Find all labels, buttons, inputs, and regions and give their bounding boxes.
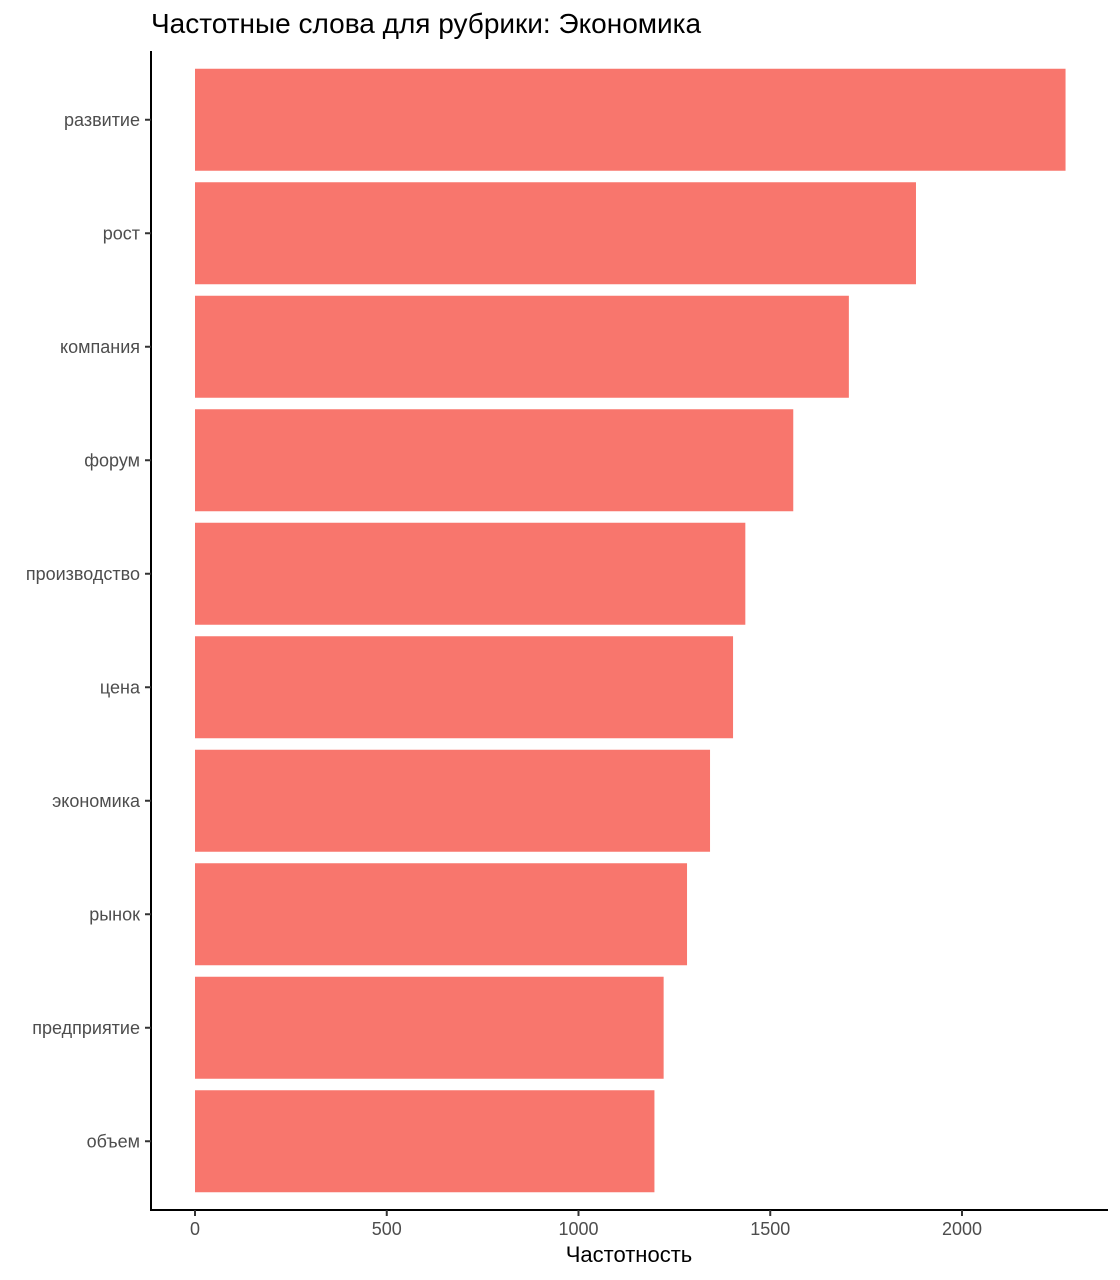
chart-title: Частотные слова для рубрики: Экономика <box>151 8 702 39</box>
y-tick-label: развитие <box>64 110 140 130</box>
y-tick-label: предприятие <box>32 1018 140 1038</box>
y-tick-label: форум <box>84 450 140 470</box>
x-tick-label: 2000 <box>942 1219 982 1239</box>
y-tick-label: рынок <box>89 904 140 924</box>
bar <box>195 522 746 625</box>
y-tick-label: объем <box>87 1131 140 1151</box>
bars-group <box>195 68 1066 1193</box>
y-tick-label: производство <box>26 564 140 584</box>
bar <box>195 409 794 512</box>
x-tick-label: 1000 <box>558 1219 598 1239</box>
bar <box>195 1090 655 1193</box>
y-tick-label: компания <box>60 337 140 357</box>
y-axis: развитие рост компания форум производство цен… <box>26 51 152 1210</box>
bar <box>195 295 849 398</box>
bar <box>195 68 1066 171</box>
x-tick-label: 1500 <box>750 1219 790 1239</box>
y-tick-label: цена <box>100 677 141 697</box>
x-axis-title: Частотность <box>566 1242 692 1267</box>
x-tick-label: 0 <box>190 1219 200 1239</box>
bar <box>195 863 688 966</box>
bar <box>195 636 734 739</box>
y-tick-label: экономика <box>52 791 141 811</box>
y-tick-label: рост <box>103 223 140 243</box>
x-tick-label: 500 <box>372 1219 402 1239</box>
x-axis: 0 500 1000 1500 2000 <box>150 1209 1108 1239</box>
bar <box>195 749 711 852</box>
bar <box>195 182 916 285</box>
bar <box>195 976 664 1079</box>
